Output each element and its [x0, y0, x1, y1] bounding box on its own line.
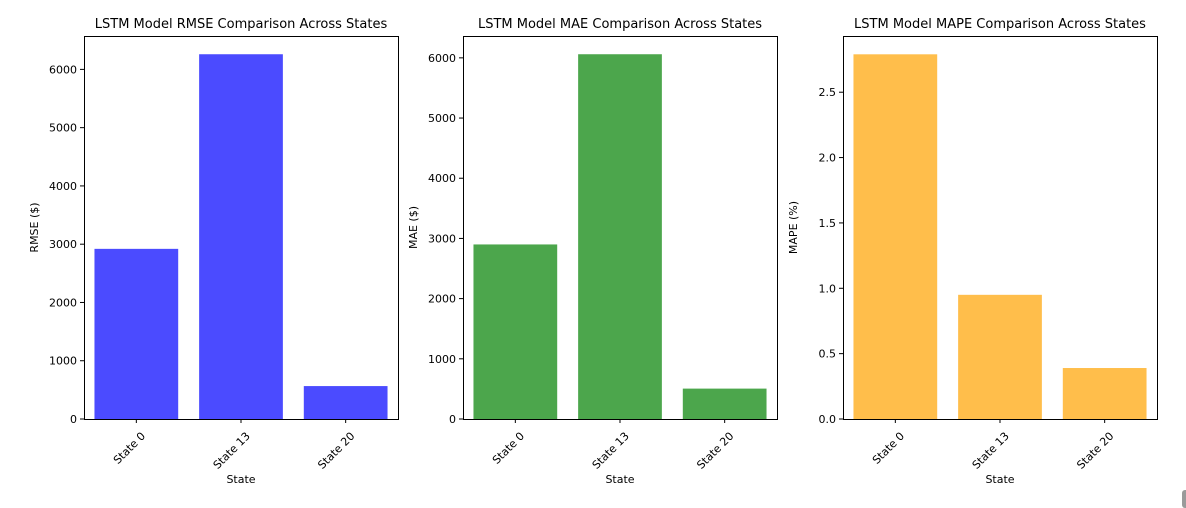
mae-y-tick-label-3: 3000: [428, 232, 456, 245]
mae-chart-title: LSTM Model MAE Comparison Across States: [478, 17, 762, 32]
rmse-bars: [94, 54, 388, 419]
mape-y-tick-label-1: 0.5: [819, 348, 837, 361]
mae-x-ticks: State 0 State 13 State 20: [490, 419, 736, 472]
rmse-plot-frame: [84, 36, 399, 420]
mape-bar-0: [853, 54, 938, 419]
mae-bars: [473, 54, 767, 419]
mape-x-ticks: State 0 State 13 State 20: [870, 419, 1116, 472]
mae-y-tick-label-5: 5000: [428, 112, 456, 125]
rmse-y-axis-label: RMSE ($): [28, 202, 41, 252]
mape-plot-frame: [843, 36, 1158, 420]
rmse-bar-0: [94, 248, 179, 419]
mape-y-tick-label-3: 1.5: [819, 217, 837, 230]
mape-x-tick-label-1: State 13: [970, 430, 1012, 472]
rmse-chart: LSTM Model RMSE Comparison Across States…: [28, 17, 399, 486]
mae-bar-2: [682, 388, 767, 419]
rmse-bar-2: [303, 386, 388, 419]
mape-y-axis-label: MAPE (%): [787, 201, 800, 254]
rmse-y-ticks: 0 1000 2000 3000 4000 5000 6000: [49, 63, 84, 426]
mape-x-axis-label: State: [985, 473, 1014, 486]
mae-y-tick-label-1: 1000: [428, 353, 456, 366]
rmse-y-tick-label-5: 5000: [49, 122, 77, 135]
mae-y-tick-label-4: 4000: [428, 172, 456, 185]
mape-bar-2: [1062, 368, 1147, 419]
rmse-y-tick-label-6: 6000: [49, 63, 77, 76]
mape-y-tick-label-0: 0.0: [819, 413, 837, 426]
mape-y-ticks: 0.0 0.5 1.0 1.5 2.0 2.5: [819, 86, 843, 426]
mape-chart-title: LSTM Model MAPE Comparison Across States: [854, 17, 1146, 32]
rmse-x-tick-label-2: State 20: [315, 430, 357, 472]
rmse-x-tick-label-1: State 13: [211, 430, 253, 472]
rmse-y-tick-label-1: 1000: [49, 355, 77, 368]
mae-chart: LSTM Model MAE Comparison Across States …: [407, 17, 778, 486]
rmse-bar-1: [199, 54, 283, 419]
mae-x-axis-label: State: [605, 473, 634, 486]
mae-y-tick-label-0: 0: [449, 413, 456, 426]
mae-y-axis-label: MAE ($): [407, 206, 420, 249]
rmse-x-axis-label: State: [226, 473, 255, 486]
mae-x-tick-label-1: State 13: [590, 430, 632, 472]
mae-y-tick-label-2: 2000: [428, 293, 456, 306]
mae-x-tick-label-0: State 0: [490, 430, 527, 467]
mape-bars: [853, 54, 1147, 419]
mae-y-tick-label-6: 6000: [428, 52, 456, 65]
mae-x-tick-label-2: State 20: [694, 430, 736, 472]
mape-x-tick-label-0: State 0: [870, 430, 907, 467]
mape-y-tick-label-4: 2.0: [819, 152, 837, 165]
mape-bar-1: [958, 294, 1042, 419]
rmse-chart-title: LSTM Model RMSE Comparison Across States: [95, 17, 388, 32]
window-edge-handle: [1182, 490, 1186, 508]
mape-y-tick-label-2: 1.0: [819, 282, 837, 295]
mape-x-tick-label-2: State 20: [1074, 430, 1116, 472]
mape-chart: LSTM Model MAPE Comparison Across States…: [787, 17, 1158, 486]
mae-plot-frame: [463, 36, 778, 420]
rmse-y-tick-label-0: 0: [70, 413, 77, 426]
mape-y-tick-label-5: 2.5: [819, 86, 837, 99]
rmse-y-tick-label-4: 4000: [49, 180, 77, 193]
rmse-x-tick-label-0: State 0: [111, 430, 148, 467]
rmse-x-ticks: State 0 State 13 State 20: [111, 419, 357, 472]
mae-bar-1: [578, 54, 662, 419]
rmse-y-tick-label-2: 2000: [49, 296, 77, 309]
mae-y-ticks: 0 1000 2000 3000 4000 5000 6000: [428, 52, 463, 426]
rmse-y-tick-label-3: 3000: [49, 238, 77, 251]
mae-bar-0: [473, 244, 558, 419]
